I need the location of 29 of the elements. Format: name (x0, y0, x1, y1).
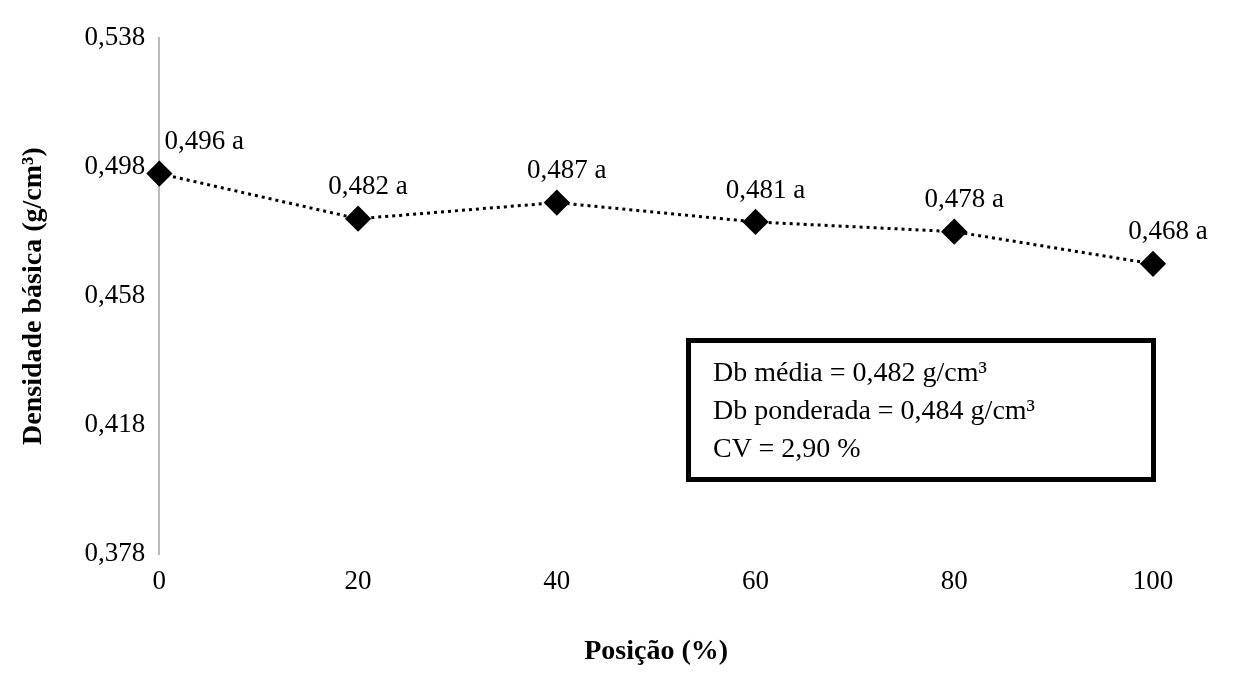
data-label: 0,481 a (725, 173, 806, 204)
y-tick-label: 0,458 (84, 279, 146, 310)
data-label: 0,468 a (1128, 215, 1208, 246)
text-box: Db média = 0,482 g/cm³ Db ponderada = 0,484 g/cm³ CV = 2,90 % (686, 338, 1156, 482)
point (544, 190, 570, 216)
point (941, 219, 967, 245)
point (1140, 251, 1166, 277)
data-label: 0,478 a (924, 183, 1005, 214)
data-label: 0,487 a (527, 154, 607, 185)
x-tick-label: 20 (344, 565, 372, 596)
data-label: 0,482 a (328, 170, 408, 201)
x-tick-label: 0 (152, 565, 167, 596)
x-tick-label: 40 (543, 565, 571, 596)
y-axis-title: Densidade básica (g/cm³) (16, 147, 48, 445)
x-tick-label: 80 (940, 565, 968, 596)
y-tick-label: 0,498 (84, 150, 146, 181)
point (345, 206, 371, 232)
annotation: Db ponderada = 0,484 g/cm³ (713, 393, 1036, 427)
x-axis-title: Posição (%) (584, 634, 729, 666)
x-tick-label: 100 (1132, 565, 1174, 596)
y-tick-label: 0,418 (84, 408, 146, 439)
x-tick-label: 60 (742, 565, 770, 596)
annotation: CV = 2,90 % (713, 431, 862, 465)
annotation: Db média = 0,482 g/cm³ (713, 355, 988, 389)
point (743, 209, 769, 235)
y-tick-label: 0,378 (84, 537, 146, 568)
y-tick-label: 0,538 (84, 21, 146, 52)
point (146, 161, 172, 187)
data-label: 0,496 a (164, 125, 245, 156)
